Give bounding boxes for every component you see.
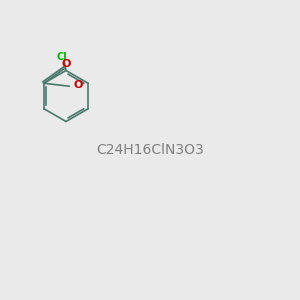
Text: Cl: Cl — [56, 52, 67, 61]
Text: O: O — [62, 59, 71, 69]
Text: C24H16ClN3O3: C24H16ClN3O3 — [96, 143, 204, 157]
Text: O: O — [73, 80, 82, 90]
